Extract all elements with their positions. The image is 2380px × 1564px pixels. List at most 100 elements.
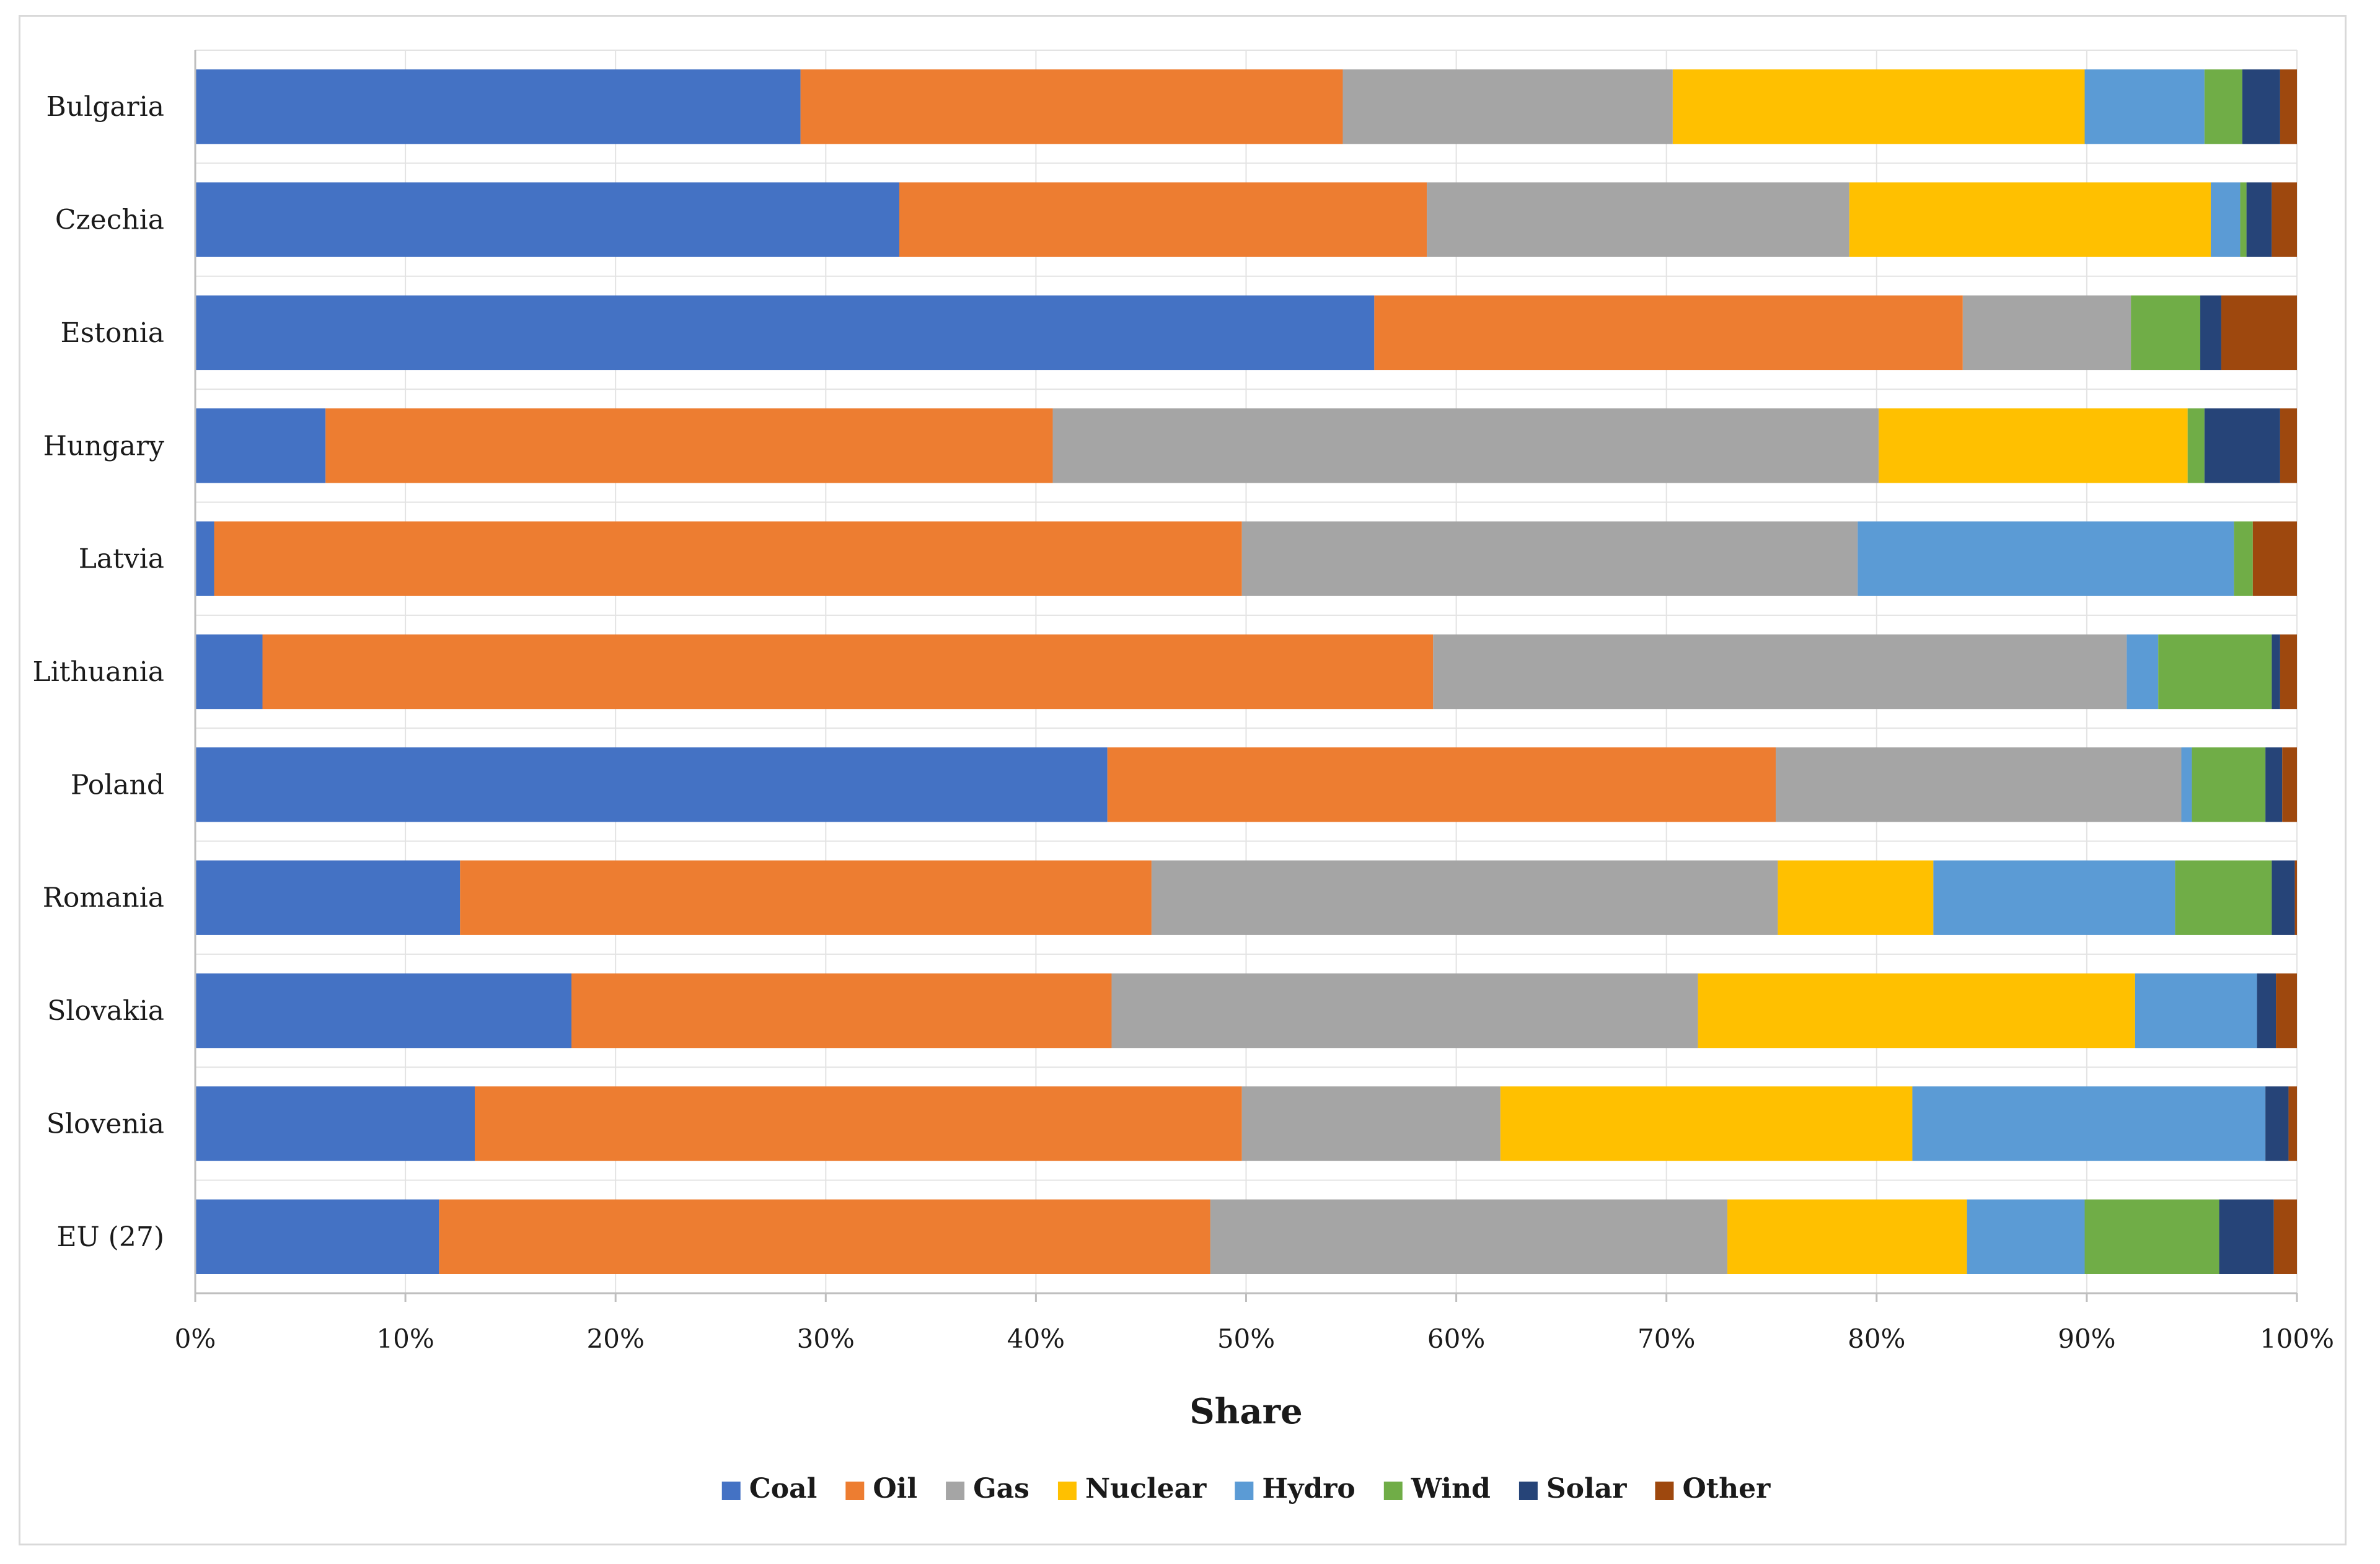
bar-segment-solar: EU (27) — Solar: 2.6% xyxy=(2219,1199,2274,1274)
legend-swatch xyxy=(1383,1482,1403,1500)
legend-swatch xyxy=(1518,1482,1538,1500)
category-label: Slovenia xyxy=(46,1108,164,1140)
legend-item-nuclear: Nuclear xyxy=(1057,1473,1207,1505)
x-tick-label: 100% xyxy=(2260,1324,2334,1354)
legend-item-hydro: Hydro xyxy=(1235,1473,1355,1505)
bar-segment-solar: Romania — Solar: 1.1% xyxy=(2272,860,2295,935)
category-label: Latvia xyxy=(79,543,164,575)
bar-segment-wind: EU (27) — Wind: 6.4% xyxy=(2084,1199,2219,1274)
legend-item-solar: Solar xyxy=(1518,1473,1627,1505)
legend-item-wind: Wind xyxy=(1383,1473,1491,1505)
bar-segment-solar: Lithuania — Solar: 0.4% xyxy=(2272,634,2280,710)
bar-segment-coal: Poland — Coal: 43.4% xyxy=(195,747,1108,822)
bar-segment-coal: Slovakia — Coal: 17.9% xyxy=(195,973,571,1048)
bar-segment-other: Hungary — Other: 0.8% xyxy=(2280,408,2297,483)
bar-segment-oil: Latvia — Oil: 48.9% xyxy=(214,521,1242,596)
bar-segment-hydro: Poland — Hydro: 0.5% xyxy=(2181,747,2192,822)
axes: 0% 10% 20% 30% 40% 50% 60% 70% 80% 90% 100% Bulgari… xyxy=(32,50,2334,1354)
bar-segment-wind: Estonia — Wind: 3.3% xyxy=(2131,295,2201,371)
bar-segment-coal: Hungary — Coal: 6.2% xyxy=(195,408,326,483)
bar-segment-other: Czechia — Other: 1.2% xyxy=(2272,182,2297,257)
x-tick-label: 80% xyxy=(1848,1324,1905,1354)
legend-label: Other xyxy=(1682,1473,1771,1505)
bar-segment-wind: Lithuania — Wind: 5.4% xyxy=(2158,634,2272,710)
bar-segment-other: Romania — Other: 0.1% xyxy=(2294,860,2297,935)
legend-swatch xyxy=(845,1482,865,1500)
bar-segment-nuclear: Slovakia — Nuclear: 20.8% xyxy=(1698,973,2135,1048)
legend-label: Nuclear xyxy=(1085,1473,1207,1505)
category-label: EU (27) xyxy=(56,1221,164,1253)
stacked-bar-chart: Bulgaria — Coal: 28.8%Bulgaria — Oil: 25… xyxy=(32,50,2334,1505)
x-axis-title: Share xyxy=(1189,1391,1303,1432)
legend-swatch xyxy=(1057,1482,1077,1500)
x-tick-label: 10% xyxy=(376,1324,434,1354)
legend-item-gas: Gas xyxy=(946,1473,1029,1505)
legend-item-coal: Coal xyxy=(721,1473,818,1505)
bar-segment-hydro: Bulgaria — Hydro: 5.7% xyxy=(2084,69,2205,144)
bar-segment-wind: Latvia — Wind: 0.9% xyxy=(2234,521,2253,596)
x-tick-label: 70% xyxy=(1637,1324,1695,1354)
bar-segment-nuclear: Czechia — Nuclear: 17.2% xyxy=(1849,182,2211,257)
x-tick-label: 0% xyxy=(175,1324,216,1354)
bar-segment-other: Slovenia — Other: 0.4% xyxy=(2288,1086,2297,1161)
category-label: Slovakia xyxy=(47,995,164,1027)
legend-label: Hydro xyxy=(1262,1473,1355,1505)
bar-segment-coal: Romania — Coal: 12.6% xyxy=(195,860,461,935)
bar-segment-gas: Hungary — Gas: 39.3% xyxy=(1052,408,1879,483)
bar-segment-oil: Romania — Oil: 32.9% xyxy=(460,860,1152,935)
bar-segment-gas: Romania — Gas: 29.8% xyxy=(1151,860,1778,935)
x-tick-label: 20% xyxy=(587,1324,645,1354)
bar-segment-oil: Bulgaria — Oil: 25.8% xyxy=(800,69,1343,144)
bar-segment-other: Bulgaria — Other: 0.8% xyxy=(2280,69,2297,144)
bar-segment-hydro: Lithuania — Hydro: 1.5% xyxy=(2127,634,2159,710)
bar-segment-wind: Bulgaria — Wind: 1.8% xyxy=(2204,69,2242,144)
bar-segment-wind: Romania — Wind: 4.6% xyxy=(2175,860,2272,935)
bar-segment-gas: Slovenia — Gas: 12.3% xyxy=(1241,1086,1501,1161)
bar-segment-nuclear: Slovenia — Nuclear: 19.6% xyxy=(1500,1086,1913,1161)
legend-label: Wind xyxy=(1411,1473,1491,1505)
bar-segment-other: Estonia — Other: 3.6% xyxy=(2221,295,2297,371)
bar-segment-coal: Estonia — Coal: 56.1% xyxy=(195,295,1375,371)
bar-segment-wind: Hungary — Wind: 0.8% xyxy=(2187,408,2205,483)
legend-label: Oil xyxy=(873,1473,917,1505)
bar-segment-coal: Bulgaria — Coal: 28.8% xyxy=(195,69,801,144)
bar-segment-oil: Lithuania — Oil: 55.7% xyxy=(262,634,1434,710)
bar-segment-coal: Czechia — Coal: 33.5% xyxy=(195,182,899,257)
legend: Coal Oil Gas Nuclear Hydro Wind Solar Other xyxy=(721,1473,1771,1505)
legend-label: Coal xyxy=(749,1473,818,1505)
legend-item-other: Other xyxy=(1655,1473,1771,1505)
category-label: Bulgaria xyxy=(46,91,164,123)
chart-frame: Bulgaria — Coal: 28.8%Bulgaria — Oil: 25… xyxy=(19,15,2347,1545)
legend-label: Gas xyxy=(973,1473,1029,1505)
bar-segment-oil: Poland — Oil: 31.8% xyxy=(1107,747,1776,822)
bar-segment-oil: Slovakia — Oil: 25.7% xyxy=(571,973,1112,1048)
bar-segment-other: Latvia — Other: 2.1% xyxy=(2252,521,2297,596)
bar-segment-hydro: Romania — Hydro: 11.5% xyxy=(1933,860,2175,935)
bar-segment-solar: Estonia — Solar: 1% xyxy=(2200,295,2221,371)
bar-segment-wind: Czechia — Wind: 0.3% xyxy=(2240,182,2247,257)
bar-segment-hydro: Slovenia — Hydro: 16.8% xyxy=(1912,1086,2266,1161)
bar-segment-gas: Latvia — Gas: 29.3% xyxy=(1241,521,1858,596)
bar-segment-gas: EU (27) — Gas: 24.6% xyxy=(1210,1199,1728,1274)
bar-segment-hydro: Czechia — Hydro: 1.4% xyxy=(2210,182,2241,257)
bar-segment-solar: Slovenia — Solar: 1.1% xyxy=(2265,1086,2289,1161)
bar-segment-gas: Estonia — Gas: 8% xyxy=(1962,295,2131,371)
bar-segment-oil: Hungary — Oil: 34.6% xyxy=(325,408,1053,483)
bar-segment-oil: EU (27) — Oil: 36.7% xyxy=(439,1199,1210,1274)
bar-segment-oil: Slovenia — Oil: 36.5% xyxy=(475,1086,1242,1161)
bar-segment-oil: Czechia — Oil: 25.1% xyxy=(899,182,1427,257)
bar-segment-hydro: EU (27) — Hydro: 5.6% xyxy=(1967,1199,2085,1274)
bar-segment-other: Poland — Other: 0.7% xyxy=(2282,747,2297,822)
category-label: Czechia xyxy=(55,204,164,236)
x-tick-label: 50% xyxy=(1217,1324,1275,1354)
category-label: Lithuania xyxy=(32,656,164,688)
x-tick-label: 90% xyxy=(2058,1324,2115,1354)
bar-segment-gas: Czechia — Gas: 20.1% xyxy=(1427,182,1849,257)
bar-segment-other: Slovakia — Other: 1% xyxy=(2276,973,2297,1048)
bar-segment-solar: Hungary — Solar: 3.6% xyxy=(2204,408,2280,483)
bar-segment-wind: Poland — Wind: 3.5% xyxy=(2192,747,2266,822)
x-tick-label: 40% xyxy=(1007,1324,1065,1354)
bar-segment-gas: Lithuania — Gas: 33% xyxy=(1433,634,2127,710)
bar-segment-nuclear: EU (27) — Nuclear: 11.4% xyxy=(1727,1199,1967,1274)
category-label: Poland xyxy=(71,769,164,801)
